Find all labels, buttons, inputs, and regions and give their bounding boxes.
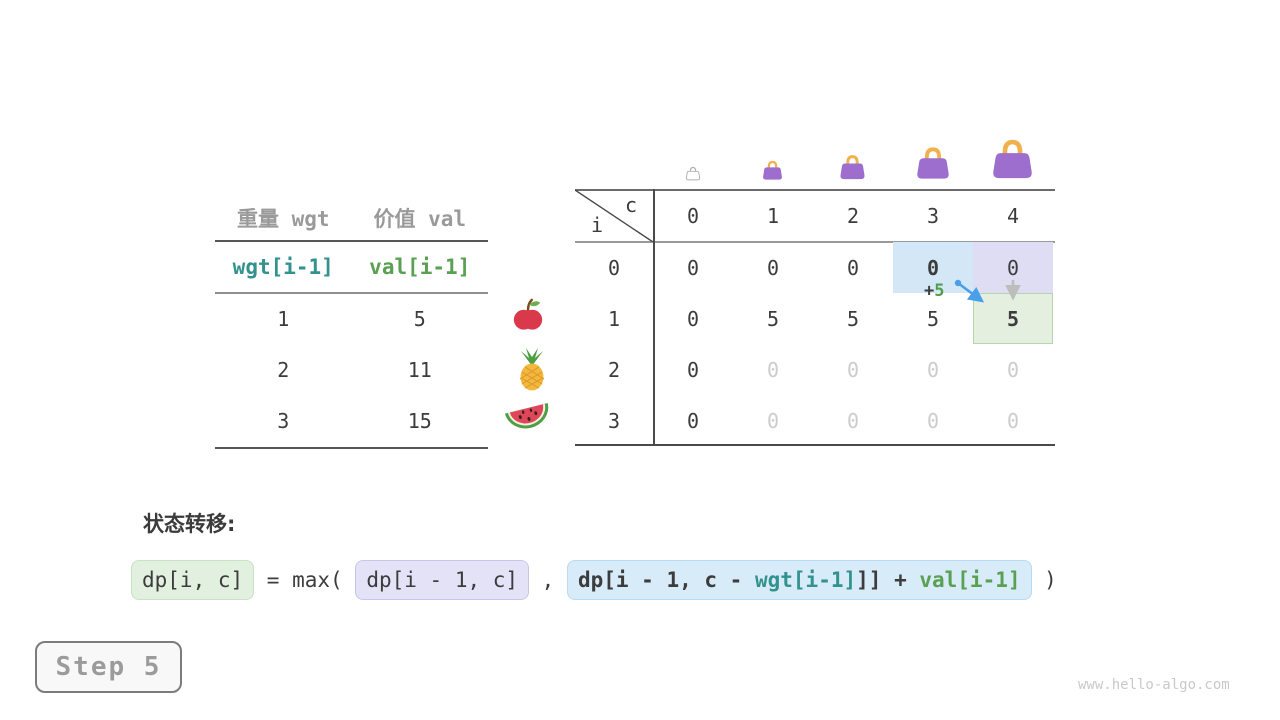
step-indicator-button[interactable]: Step 5 (35, 641, 182, 693)
corner-diagonal-line (575, 190, 653, 242)
dp-table-bottom-rule (575, 444, 1055, 446)
dp-cell-0-2: 0 (846, 255, 860, 280)
dp-cell-2-3: 0 (926, 357, 940, 382)
dp-table-header-rule (575, 241, 1055, 243)
item-table-header-weight: 重量 wgt (236, 206, 330, 231)
formula-arg2-wgt-part: wgt[i-1] (754, 568, 857, 592)
formula-arg1-box: dp[i - 1, c] (355, 560, 530, 600)
pineapple-icon (513, 348, 551, 396)
item-3-value: 15 (407, 409, 432, 433)
dp-cell-3-3: 0 (926, 408, 940, 433)
bag-icon-capacity-4 (989, 138, 1036, 185)
row-header-0: 0 (607, 255, 621, 280)
col-header-3: 3 (926, 204, 940, 228)
value-formula-label: val[i-1] (369, 255, 471, 279)
transition-heading: 状态转移: (143, 512, 236, 536)
weight-formula-label: wgt[i-1] (232, 255, 334, 279)
dp-corner-cell: c i (575, 190, 653, 242)
blue-transfer-arrow (954, 279, 985, 303)
col-header-4: 4 (1006, 204, 1020, 228)
dp-cell-1-1: 5 (766, 306, 780, 331)
dp-cell-2-4: 0 (1006, 357, 1020, 382)
dp-cell-3-2: 0 (846, 408, 860, 433)
plus-value-annotation: +5 (924, 281, 945, 301)
dp-table: c i 0 1 2 3 4 0 0 0 0 0 0 1 0 5 5 5 5 2 … (575, 190, 1053, 446)
formula-arg2-dp-part: dp[i - 1, c - (577, 568, 755, 592)
dp-cell-3-0: 0 (686, 408, 700, 433)
formula-max-open: max( (292, 568, 356, 592)
col-header-2: 2 (846, 204, 860, 228)
apple-icon (511, 297, 545, 337)
dp-cell-2-1: 0 (766, 357, 780, 382)
dp-cell-1-3: 5 (926, 306, 940, 331)
bag-icon-capacity-3 (914, 146, 952, 185)
formula-comma: , (529, 568, 567, 592)
row-header-1: 1 (607, 306, 621, 331)
item-row-2: 2 11 (215, 345, 488, 396)
site-url: www.hello-algo.com (1078, 677, 1230, 693)
transfer-arrows (954, 279, 1021, 303)
item-table-header-value: 价值 val (373, 206, 467, 231)
capacity-axis-label: c (624, 193, 637, 217)
formula-equals: = (254, 568, 293, 592)
dp-table-top-rule (575, 189, 1055, 191)
item-table-header: 重量 wgt 价值 val (215, 195, 488, 240)
formula-lhs-box: dp[i, c] (131, 560, 255, 600)
col-header-1: 1 (766, 204, 780, 228)
watermelon-icon (504, 400, 553, 442)
item-2-value: 11 (407, 358, 432, 382)
item-1-weight: 1 (277, 307, 290, 331)
empty-bag-icon (685, 166, 701, 185)
dp-cell-1-2: 5 (846, 306, 860, 331)
formula-close-paren: ) (1031, 568, 1057, 592)
item-3-weight: 3 (277, 409, 290, 433)
item-2-weight: 2 (277, 358, 290, 382)
dp-cell-0-0: 0 (686, 255, 700, 280)
item-axis-label: i (591, 213, 604, 237)
formula-arg2-val-part: val[i-1] (919, 568, 1021, 592)
item-row-1: 1 5 (215, 294, 488, 345)
item-table-mid-rule (215, 292, 488, 294)
dp-cell-1-0: 0 (686, 306, 700, 331)
dp-cell-2-2: 0 (846, 357, 860, 382)
item-1-value: 5 (413, 307, 426, 331)
col-header-0: 0 (686, 204, 700, 228)
dp-cell-3-4: 0 (1006, 408, 1020, 433)
item-row-3: 3 15 (215, 396, 488, 447)
item-table-formula-row: wgt[i-1] val[i-1] (215, 242, 488, 292)
formula-arg2-bracket-part: ]] + (856, 568, 920, 592)
dp-cell-3-1: 0 (766, 408, 780, 433)
row-header-2: 2 (607, 357, 621, 382)
dp-cell-1-4-target-highlight: 5 (973, 293, 1053, 344)
formula-arg2-box: dp[i - 1, c - wgt[i-1]]] + val[i-1] (566, 560, 1032, 600)
dp-table-vertical-rule (653, 189, 655, 446)
item-table-top-rule (215, 240, 488, 242)
bag-icon-capacity-2 (838, 154, 867, 185)
row-header-3: 3 (607, 408, 621, 433)
bag-icon-capacity-1 (761, 160, 784, 185)
transition-formula: dp[i, c] = max( dp[i - 1, c] , dp[i - 1,… (131, 559, 1057, 601)
item-table: 重量 wgt 价值 val wgt[i-1] val[i-1] 1 5 2 11… (215, 195, 488, 449)
dp-cell-2-0: 0 (686, 357, 700, 382)
item-table-bottom-rule (215, 446, 488, 449)
dp-cell-0-1: 0 (766, 255, 780, 280)
